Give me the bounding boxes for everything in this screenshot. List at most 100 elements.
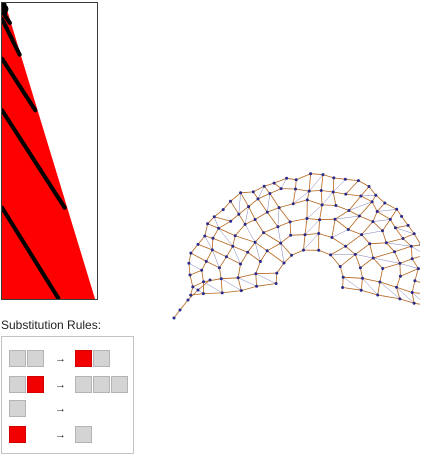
graph-edge [411,246,420,252]
rule-rhs [75,350,111,367]
graph-edge [331,219,336,238]
graph-edge [273,177,287,184]
graph-edge [190,252,207,262]
graph-edge [384,202,397,210]
graph-edge [277,207,280,227]
graph-edge [257,193,271,200]
graph-node [320,203,324,207]
graph-edge [402,233,415,239]
graph-edge [333,179,346,193]
graph-node [291,202,295,206]
graph-node [276,225,280,229]
gray-cell [93,350,110,367]
graph-edge [203,292,223,294]
graph-node [412,301,416,305]
graph-edge [204,223,208,237]
graph-edge [355,243,370,255]
graph-node [200,268,204,272]
graph-node [395,285,398,289]
graph-edge [411,244,420,247]
graph-edge [286,177,297,181]
graph-edge [307,199,323,206]
graph-edge [371,201,378,212]
graph-edge [376,211,391,220]
graph-node [239,191,243,195]
graph-edge [396,286,413,293]
graph-edge [303,234,306,251]
graph-node [343,177,347,181]
graph-edge [308,173,311,192]
graph-edge [330,245,346,256]
graph-edge [214,209,224,218]
graph-node [285,176,289,180]
graph-node [406,223,410,227]
graph-node [279,241,283,245]
graph-edge [254,242,261,262]
graph-node [388,217,392,221]
gray-cell [111,376,128,393]
graph-node [400,214,404,218]
graph-edge [360,186,370,197]
graph-node [196,242,200,246]
graph-edge [343,276,362,291]
graph-edge [238,273,256,279]
graph-edge [289,221,292,236]
gray-cell [75,376,92,393]
graph-edge [304,219,320,235]
graph-edge [238,192,241,215]
graph-edge [372,221,383,232]
graph-edge [321,190,334,193]
graph-edge [221,278,242,291]
graph-edge [358,180,370,187]
rule-arrow: → [55,378,66,391]
graph-edge [345,245,356,255]
graph-edge [414,280,420,283]
graph-edge [197,279,211,291]
graph-edge [379,281,401,300]
graph-edge [376,202,386,212]
graph-edge [354,254,361,268]
graph-edge [333,191,346,195]
rule-lhs [9,426,55,443]
gray-cell [75,426,92,443]
graph-node [381,267,385,270]
graph-edge [394,251,401,264]
rules-title: Substitution Rules: [1,318,102,332]
evolution-panel [1,2,98,300]
graph-node [188,273,192,277]
graph-edge [230,201,240,215]
gray-cell [9,400,26,417]
graph-edge [269,193,280,208]
graph-edge [280,243,285,264]
graph-edge [345,234,362,247]
evolution-marks [2,3,67,299]
graph-node [243,222,247,226]
graph-node [186,298,190,302]
graph-node [231,244,235,248]
graph-node [253,218,257,221]
graph-edge [254,219,264,233]
graph-edge [212,249,227,258]
rule-lhs [9,400,55,417]
graph-edge [386,242,412,247]
graph-edge [339,266,344,278]
graph-edge [343,276,363,279]
graph-edge [396,287,415,304]
graph-node [288,220,292,224]
graph-node [333,217,337,221]
graph-edge [244,224,256,243]
graph-edge [412,256,420,260]
graph-edge [333,177,346,180]
graph-edge [321,191,334,206]
graph-edge [254,232,264,243]
graph-node [211,236,215,240]
graph-edge [278,207,291,223]
graph-edge [212,249,220,268]
graph-edge [322,204,336,206]
graph-edge [310,173,324,175]
graph-node [361,276,364,280]
graph-edge [360,195,373,203]
graph-edge [334,210,350,220]
graph-node [204,259,208,263]
graph-node [371,220,375,224]
